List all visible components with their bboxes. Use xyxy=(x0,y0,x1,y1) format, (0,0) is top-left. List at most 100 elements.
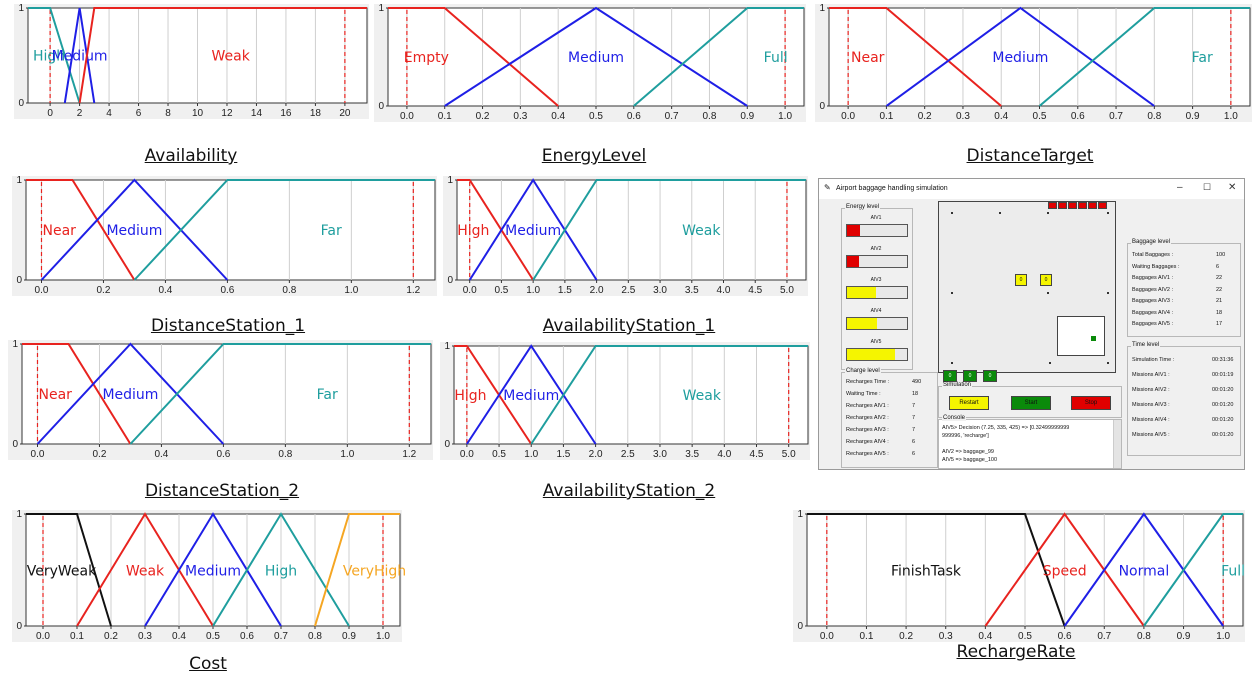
charge-level-label: Charge level xyxy=(845,368,881,374)
y-tick-label: 1 xyxy=(447,175,453,186)
x-tick-label: 0.8 xyxy=(308,631,322,642)
x-tick-label: 0.4 xyxy=(978,631,992,642)
x-tick-label: 0.5 xyxy=(1018,631,1032,642)
x-tick-label: 0.2 xyxy=(918,111,932,122)
stat-value: 21 xyxy=(1216,298,1223,304)
stat-label: Missions AIV4 : xyxy=(1132,417,1170,423)
chart-cost: 0.0 0.1 0.2 0.3 0.4 0.5 0.6 0.7 0.8 0.9 1.0 0 1 VeryW… xyxy=(12,509,406,642)
x-tick-label: 0.5 xyxy=(494,285,508,296)
stat-label: Total Baggages : xyxy=(1132,252,1173,258)
maximize-icon[interactable]: ☐ xyxy=(1203,182,1212,192)
waypoint-dot xyxy=(1107,212,1109,214)
energy-bar-aiv4 xyxy=(846,317,908,330)
baggage-level-group: Baggage level Total Baggages : 100 Waiting… xyxy=(1127,239,1241,337)
x-tick-label: 0.1 xyxy=(438,111,452,122)
x-tick-label: 0.0 xyxy=(36,631,50,642)
close-icon[interactable]: ✕ xyxy=(1228,182,1237,193)
minimize-icon[interactable]: – xyxy=(1177,182,1183,193)
series-line-weak xyxy=(76,512,214,627)
series-line-far xyxy=(129,343,431,445)
x-tick-label: 0.3 xyxy=(138,631,152,642)
x-tick-label: 0.2 xyxy=(97,285,111,296)
chart-distancestation1: 0.0 0.2 0.4 0.6 0.8 1.0 1.2 0 1 Near Medium Far xyxy=(12,175,437,296)
series-line-near xyxy=(26,179,136,281)
stat-label: Baggages AIV1 : xyxy=(1132,275,1173,281)
restart-button[interactable]: Restart xyxy=(949,396,989,410)
aiv-yellow: 0 xyxy=(1015,274,1027,286)
x-tick-label: 1.0 xyxy=(526,285,540,296)
y-tick-label: 1 xyxy=(16,509,22,520)
energy-bar-fill xyxy=(847,225,861,236)
stat-label: Simulation Time : xyxy=(1132,357,1175,363)
time-level-label: Time level xyxy=(1131,342,1161,348)
caption-availabilitystation1: AvailabilityStation_1 xyxy=(542,316,716,336)
stat-value: 100 xyxy=(1216,252,1226,258)
stat-label: Recharges Time : xyxy=(846,379,890,385)
waypoint-dot xyxy=(951,212,953,214)
series-line-speed xyxy=(984,512,1145,627)
x-tick-label: 0.6 xyxy=(216,449,230,460)
chart-distancetarget: 0.0 0.1 0.2 0.3 0.4 0.5 0.6 0.7 0.8 0.9 1.0 0 1 Near M… xyxy=(815,3,1252,122)
series-label-weak: Weak xyxy=(126,564,165,580)
x-tick-label: 0.2 xyxy=(476,111,490,122)
baggage-slot xyxy=(1088,202,1097,209)
simulation-group: Simulation Restart Start Stop xyxy=(938,382,1122,418)
y-tick-label: 0 xyxy=(12,439,18,450)
chart-svg: 0.0 0.5 1.0 1.5 2.0 2.5 3.0 3.5 4.0 4.5 5.0 0 1 High M… xyxy=(443,175,808,296)
series-label-full: Full xyxy=(764,50,788,66)
series-label-high: High xyxy=(265,564,297,580)
x-tick-label: 18 xyxy=(310,108,322,119)
x-tick-label: 0.5 xyxy=(1033,111,1047,122)
x-tick-label: 0.6 xyxy=(1071,111,1085,122)
x-tick-label: 3.0 xyxy=(653,285,667,296)
series-label-veryweak: VeryWeak xyxy=(27,564,97,580)
chart-availabilitystation1: 0.0 0.5 1.0 1.5 2.0 2.5 3.0 3.5 4.0 4.5 5.0 0 1 High M… xyxy=(443,175,808,296)
x-tick-label: 0.6 xyxy=(220,285,234,296)
stop-button[interactable]: Stop xyxy=(1071,396,1111,410)
energy-bar-fill xyxy=(847,256,859,267)
stat-value: 7 xyxy=(912,403,916,409)
start-button[interactable]: Start xyxy=(1011,396,1051,410)
stat-label: Missions AIV1 : xyxy=(1132,372,1170,378)
x-tick-label: 1.5 xyxy=(556,449,570,460)
energy-bar-aiv1 xyxy=(846,224,908,237)
x-tick-label: 0.8 xyxy=(703,111,717,122)
waypoint-dot xyxy=(1049,362,1051,364)
series-label-far: Far xyxy=(317,387,338,403)
series-line-empty xyxy=(388,7,559,107)
series-line-medium xyxy=(63,7,96,104)
energy-bar-aiv5 xyxy=(846,348,908,361)
x-tick-label: 0.6 xyxy=(240,631,254,642)
series-label-empty: Empty xyxy=(404,50,449,66)
charge-level-group: Charge level Recharges Time : 490 Waiting … xyxy=(841,368,938,468)
stat-label: Baggages AIV4 : xyxy=(1132,309,1173,316)
energy-level-group: Energy level AIV1 AIV2 AIV3 AIV4 AIV5 xyxy=(841,204,913,370)
energy-bar-fill xyxy=(847,318,877,329)
series-label-weak: Weak xyxy=(683,388,722,404)
series-line-medium xyxy=(466,344,597,445)
series-line-high xyxy=(457,179,534,281)
x-tick-label: 0.9 xyxy=(740,111,754,122)
x-tick-label: 1.0 xyxy=(524,449,538,460)
x-tick-label: 1.0 xyxy=(778,111,792,122)
x-tick-label: 0.0 xyxy=(463,285,477,296)
x-tick-label: 1.2 xyxy=(402,449,416,460)
simulation-label: Simulation xyxy=(942,382,973,388)
stat-label: Recharges AIV1 : xyxy=(846,403,889,409)
series-line-weak xyxy=(530,345,808,445)
plot-area xyxy=(456,179,807,281)
x-tick-label: 2.5 xyxy=(621,285,635,296)
x-tick-label: 0.4 xyxy=(994,111,1008,122)
plot-area xyxy=(453,345,809,445)
stat-value: 17 xyxy=(1216,321,1223,327)
series-line-full xyxy=(633,7,804,107)
console-scrollbar[interactable] xyxy=(1113,420,1121,468)
x-tick-label: 6 xyxy=(136,108,142,119)
baggage-slot xyxy=(1078,202,1087,209)
aiv-yellow: 0 xyxy=(1040,274,1052,286)
series-label-medium: Medium xyxy=(52,48,108,64)
y-tick-label: 1 xyxy=(797,509,803,520)
y-tick-label: 0 xyxy=(819,101,825,112)
x-tick-label: 0.0 xyxy=(820,631,834,642)
energy-aiv-label: AIV4 xyxy=(870,308,882,314)
